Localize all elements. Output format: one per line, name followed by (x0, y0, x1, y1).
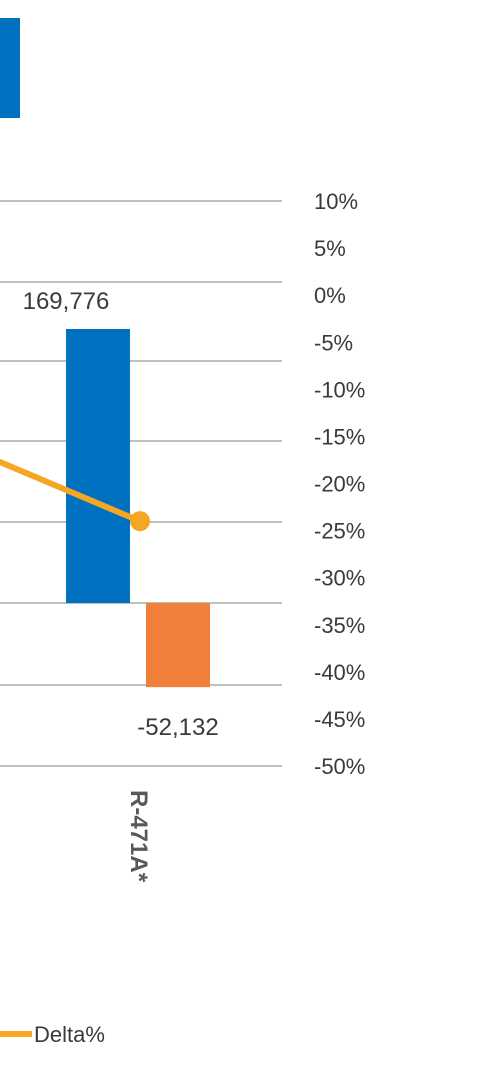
legend-label: Delta% (34, 1022, 105, 1047)
y2-tick-label: -35% (314, 613, 365, 638)
bar-value-label: -52,132 (137, 714, 218, 741)
y2-tick-label: 0% (314, 283, 346, 308)
y2-tick-label: -45% (314, 707, 365, 732)
bar-positive (66, 329, 130, 603)
y2-tick-label: -40% (314, 660, 365, 685)
y2-tick-label: 5% (314, 236, 346, 261)
y2-tick-label: -20% (314, 472, 365, 497)
bars: 169,776 -52,132 (0, 18, 219, 741)
bar-negative (146, 603, 210, 688)
y2-tick-label: -50% (314, 754, 365, 779)
legend: Delta% (0, 1022, 105, 1047)
y2-tick-label: -5% (314, 330, 353, 355)
y2-tick-label: -25% (314, 519, 365, 544)
cropped-bar (0, 18, 20, 118)
y2-tick-label: -15% (314, 424, 365, 449)
delta-line-segment (0, 459, 143, 525)
y2-axis-ticks: 10% 5% 0% -5% -10% -15% -20% -25% -30% -35% -40% -4… (314, 189, 365, 779)
category-label: R-471A* (125, 790, 152, 883)
delta-line (0, 459, 150, 532)
y2-tick-label: 10% (314, 189, 358, 214)
gridlines (0, 200, 282, 767)
y2-tick-label: -10% (314, 377, 365, 402)
bar-value-label: 169,776 (23, 288, 110, 315)
category-labels: R-471A* (125, 790, 152, 883)
delta-point (130, 511, 150, 532)
y2-tick-label: -30% (314, 566, 365, 591)
